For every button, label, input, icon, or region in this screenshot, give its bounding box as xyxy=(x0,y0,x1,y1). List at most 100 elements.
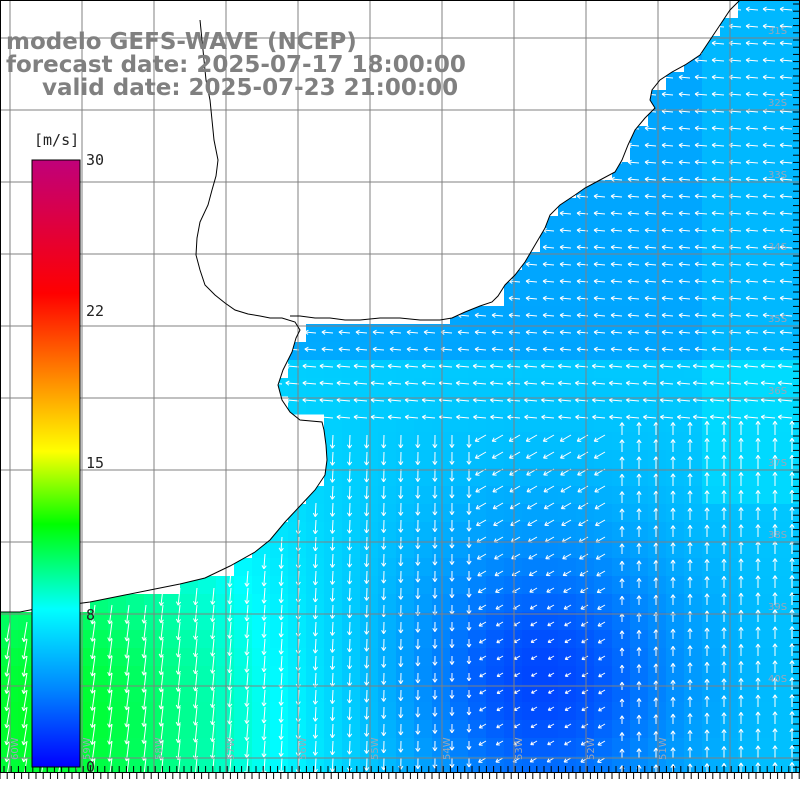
wind-arrow xyxy=(779,23,793,29)
wind-cell xyxy=(180,612,199,631)
wind-cell xyxy=(666,396,685,415)
wind-cell xyxy=(126,684,145,703)
wind-cell xyxy=(666,198,685,217)
wind-arrow xyxy=(745,23,759,29)
wind-arrow xyxy=(548,689,555,694)
wind-cell xyxy=(756,198,775,217)
wind-arrow xyxy=(490,414,504,420)
wind-arrow xyxy=(627,210,640,216)
wind-arrow xyxy=(762,91,776,97)
wind-cell xyxy=(720,702,739,721)
wind-cell xyxy=(108,684,127,703)
wind-cell xyxy=(540,720,559,739)
wind-cell xyxy=(504,504,523,523)
wind-cell xyxy=(252,648,271,667)
wind-arrow xyxy=(762,346,776,352)
wind-arrow xyxy=(636,439,642,452)
wind-arrow xyxy=(738,695,744,707)
wind-arrow xyxy=(466,502,472,515)
wind-arrow xyxy=(415,672,421,684)
wind-arrow xyxy=(261,621,267,638)
wind-arrow xyxy=(610,210,623,216)
wind-arrow xyxy=(762,295,776,301)
wind-cell xyxy=(522,324,541,343)
wind-cell xyxy=(108,702,127,721)
wind-cell xyxy=(792,558,800,577)
wind-arrow xyxy=(364,740,370,754)
wind-cell xyxy=(378,684,397,703)
wind-cell xyxy=(684,720,703,739)
wind-cell xyxy=(522,288,541,307)
wind-cell xyxy=(126,594,145,613)
wind-arrow xyxy=(591,380,606,386)
wind-cell xyxy=(738,378,757,397)
wind-arrow xyxy=(513,672,521,677)
wind-cell xyxy=(756,720,775,739)
wind-cell xyxy=(144,720,163,739)
wind-arrow xyxy=(449,706,455,716)
wind-cell xyxy=(612,594,631,613)
wind-arrow xyxy=(347,655,353,670)
wind-cell xyxy=(522,270,541,289)
wind-arrow xyxy=(381,451,387,466)
wind-cell xyxy=(774,720,793,739)
wind-arrow xyxy=(779,142,793,148)
wind-cell xyxy=(648,738,667,757)
wind-arrow xyxy=(755,558,761,571)
wind-cell xyxy=(756,216,775,235)
wind-arrow xyxy=(745,261,759,267)
lon-label: 53W xyxy=(514,737,525,760)
wind-arrow xyxy=(563,757,572,763)
wind-arrow xyxy=(692,414,708,420)
wind-cell xyxy=(738,486,757,505)
wind-cell xyxy=(774,612,793,631)
wind-arrow xyxy=(175,706,181,727)
wind-arrow xyxy=(513,689,521,694)
wind-arrow xyxy=(192,706,199,726)
wind-arrow xyxy=(530,706,538,711)
wind-arrow xyxy=(610,176,623,182)
wind-cell xyxy=(594,558,613,577)
wind-cell xyxy=(738,252,757,271)
wind-cell xyxy=(558,414,577,433)
wind-cell xyxy=(234,684,253,703)
wind-arrow xyxy=(244,672,250,690)
wind-arrow xyxy=(398,536,404,550)
wind-arrow xyxy=(261,723,267,741)
wind-arrow xyxy=(598,672,606,678)
wind-arrow xyxy=(415,638,421,650)
wind-arrow xyxy=(449,451,455,465)
wind-cell xyxy=(432,576,451,595)
wind-cell xyxy=(612,378,631,397)
wind-arrow xyxy=(479,672,487,678)
wind-cell xyxy=(774,522,793,541)
wind-arrow xyxy=(704,541,710,554)
wind-arrow xyxy=(593,434,606,442)
wind-arrow xyxy=(329,587,336,602)
wind-cell xyxy=(702,108,721,127)
wind-arrow xyxy=(755,575,761,588)
wind-arrow xyxy=(423,329,436,335)
wind-arrow xyxy=(687,696,693,707)
wind-arrow xyxy=(381,536,387,550)
wind-arrow xyxy=(593,278,606,284)
wind-arrow xyxy=(644,278,657,284)
wind-cell xyxy=(144,666,163,685)
wind-cell xyxy=(666,684,685,703)
wind-arrow xyxy=(364,672,370,686)
wind-arrow xyxy=(329,485,336,500)
wind-arrow xyxy=(492,502,504,510)
wind-arrow xyxy=(738,661,744,673)
wind-cell xyxy=(558,756,577,775)
wind-cell xyxy=(702,360,721,379)
wind-cell xyxy=(576,198,595,217)
wind-arrow xyxy=(346,570,353,585)
wind-cell xyxy=(774,648,793,667)
wind-cell xyxy=(648,468,667,487)
wind-cell xyxy=(162,630,181,649)
wind-arrow xyxy=(608,363,623,369)
wind-cell xyxy=(774,486,793,505)
wind-arrow xyxy=(745,227,759,233)
wind-cell xyxy=(648,522,667,541)
wind-arrow xyxy=(244,723,250,741)
